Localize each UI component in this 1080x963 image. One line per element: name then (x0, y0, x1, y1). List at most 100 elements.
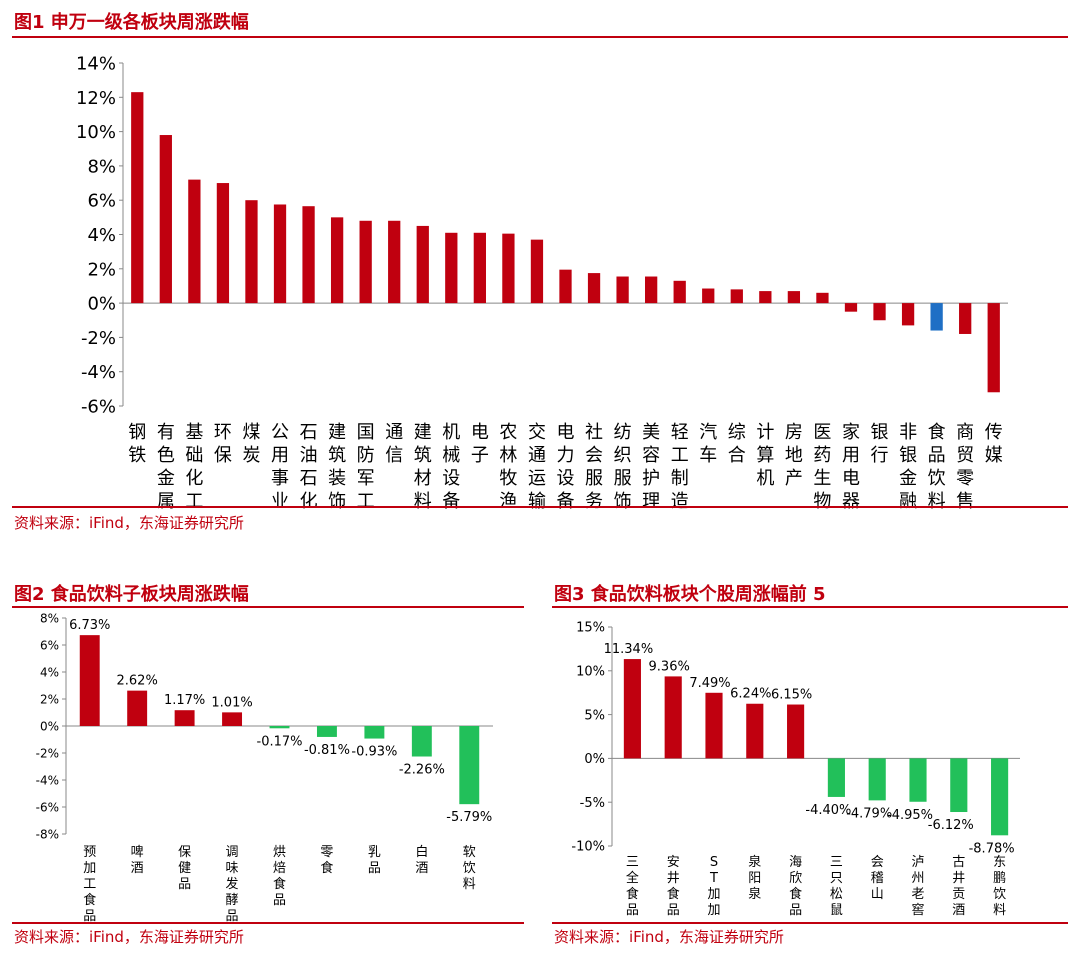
chart3-category-label: 三 (626, 855, 639, 870)
chart1-bar (530, 239, 544, 304)
chart1-category-label: 房 (785, 422, 803, 443)
chart1-y-tick-label: 14% (76, 53, 116, 74)
chart1-category-label: 保 (214, 445, 232, 466)
chart1-bar (473, 232, 486, 304)
chart2-category-label: 饮 (463, 861, 476, 876)
chart2-category-label: 加 (83, 861, 96, 876)
chart3-category-label: T (709, 871, 718, 886)
chart1-bar (216, 183, 230, 304)
chart1-category-label: 化 (300, 491, 318, 512)
chart1-category-label: 轻 (671, 422, 689, 443)
chart1-category-label: 化 (185, 468, 203, 489)
chart1-category-label: 国 (357, 422, 375, 443)
chart1-category-label: 金 (157, 468, 175, 489)
chart3-category-label: 贡 (952, 887, 965, 902)
chart2-data-label: -0.93% (351, 745, 397, 760)
chart1-category-label: 铁 (128, 445, 146, 466)
chart2-y-tick-label: 4% (40, 665, 59, 679)
chart1-y-tick-label: 4% (87, 225, 116, 246)
chart1-category-label: 地 (785, 445, 803, 466)
chart2-bar (269, 726, 290, 729)
chart1-bar (359, 220, 372, 304)
chart3-data-label: 6.15% (771, 688, 812, 703)
chart1-category-label: 行 (871, 445, 889, 466)
chart1-bar (302, 206, 315, 304)
chart3-data-label: 7.49% (689, 676, 730, 691)
chart1-category-label: 公 (271, 422, 289, 443)
chart1-category-label: 工 (357, 491, 375, 512)
chart1-category-label: 制 (671, 468, 689, 489)
chart2-data-label: -5.79% (446, 810, 492, 825)
chart3-bar (909, 758, 927, 802)
chart1-category-label: 生 (813, 468, 831, 489)
chart3-category-label: 三 (830, 855, 843, 870)
chart3-y-tick-label: 15% (576, 621, 605, 636)
chart3-category-label: 州 (911, 871, 924, 886)
chart2-category-label: 酵 (226, 893, 239, 908)
chart1-category-label: 基 (185, 422, 203, 443)
chart1-category-label: 事 (271, 468, 289, 489)
chart1-category-label: 交 (528, 422, 546, 443)
chart3-bar (868, 758, 886, 801)
chart3-category-label: 井 (952, 871, 965, 886)
chart2-y-tick-label: 2% (40, 692, 59, 706)
chart1-category-label: 装 (328, 468, 346, 489)
chart2-y-tick-label: 6% (40, 638, 59, 652)
chart1-bar (416, 225, 429, 304)
chart2-category-label: 啤 (131, 845, 144, 860)
chart2-data-label: 1.01% (211, 695, 252, 710)
chart3-category-label: 海 (789, 855, 802, 870)
chart3-bar (991, 758, 1009, 836)
chart2-category-label: 调 (226, 845, 239, 860)
chart3-category-label: S (710, 855, 718, 870)
chart1-bar (188, 179, 201, 304)
chart1-category-label: 银 (871, 422, 889, 443)
chart1-category-label: 通 (528, 445, 546, 466)
chart1-category-label: 综 (728, 422, 746, 443)
chart1-category-label: 银 (899, 445, 917, 466)
chart1-category-label: 林 (499, 445, 517, 466)
chart3-category-label: 泉 (748, 886, 761, 902)
chart3-data-label: -6.12% (928, 818, 974, 833)
chart1-category-label: 服 (614, 468, 632, 489)
chart1-category-label: 材 (414, 468, 432, 489)
chart1-category-label: 合 (728, 445, 746, 466)
chart1-bar (759, 291, 772, 304)
chart3-data-label: -4.40% (805, 803, 851, 818)
chart3-category-label: 欣 (789, 871, 802, 886)
chart1-category-label: 煤 (242, 422, 260, 443)
chart1-category-label: 力 (557, 445, 575, 466)
chart1-category-label: 会 (585, 445, 603, 466)
chart1-category-label: 金 (899, 468, 917, 489)
chart1-category-label: 算 (756, 445, 774, 466)
chart1-category-label: 容 (642, 445, 660, 466)
chart2-category-label: 品 (83, 909, 96, 924)
chart2-category-label: 品 (273, 893, 286, 908)
chart1-category-label: 子 (471, 445, 489, 466)
chart3-bar (705, 692, 723, 759)
chart1-y-tick-label: -2% (81, 328, 116, 349)
chart3-category-label: 古 (952, 855, 965, 870)
chart1-category-label: 社 (585, 422, 603, 443)
chart1-category-label: 纺 (614, 422, 632, 443)
chart1-category-label: 饰 (328, 491, 346, 512)
fig1-top-rule (12, 36, 1068, 38)
chart3-data-label: 11.34% (604, 642, 654, 657)
chart1-bar (587, 273, 601, 304)
chart1-category-label: 媒 (985, 445, 1003, 466)
chart3-y-tick-label: 5% (584, 708, 605, 723)
chart1-category-label: 贸 (956, 445, 974, 466)
fig2-bottom-rule (12, 922, 524, 924)
chart3-category-label: 阳 (748, 871, 761, 886)
chart1-category-label: 机 (442, 422, 460, 443)
chart1-category-label: 钢 (128, 422, 146, 443)
chart2-category-label: 焙 (273, 861, 286, 876)
chart1-category-label: 备 (557, 491, 575, 512)
chart1-category-label: 饮 (928, 468, 946, 489)
chart1-category-label: 售 (956, 491, 974, 512)
chart3-category-label: 食 (626, 886, 639, 902)
chart3-category-label: 泉 (748, 854, 761, 870)
chart3-data-label: 6.24% (730, 687, 771, 702)
chart1-category-label: 环 (214, 422, 232, 443)
